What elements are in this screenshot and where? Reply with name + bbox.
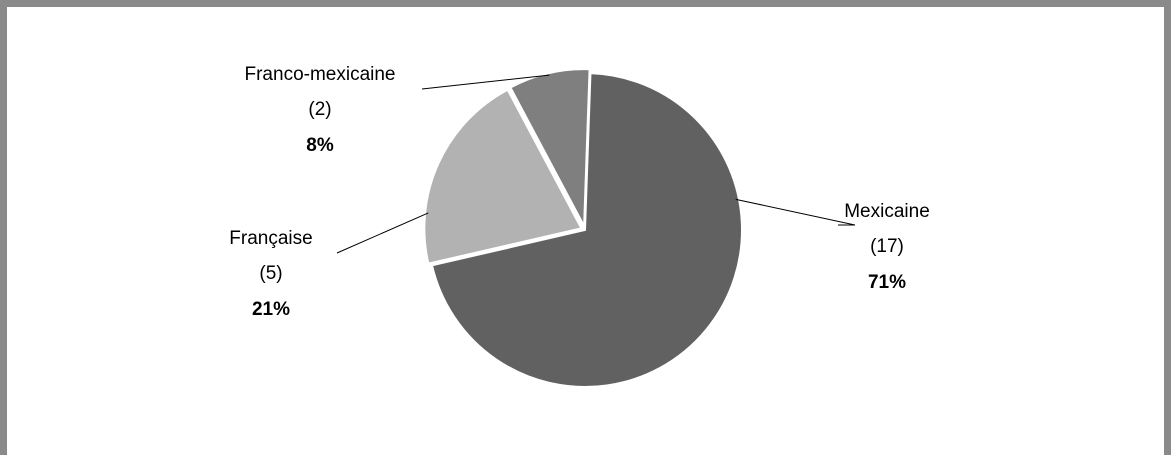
leader-line [735, 198, 856, 226]
leader-line [421, 74, 550, 90]
slice-label-count: (2) [308, 99, 331, 120]
slice-label-percent: 71% [868, 272, 906, 293]
slice-label-percent: 21% [252, 299, 290, 320]
slice-label-name: Française [229, 228, 312, 249]
pie-slice-mexicaine [430, 72, 743, 388]
slice-label-percent: 8% [306, 135, 334, 156]
slice-label-name: Franco-mexicaine [245, 64, 396, 85]
slice-label-count: (5) [259, 263, 282, 284]
slice-label-count: (17) [870, 236, 904, 257]
pie-slice-fran-aise [423, 88, 583, 265]
leader-lines [336, 74, 856, 254]
pie-slices [423, 68, 743, 388]
leader-line [336, 212, 429, 254]
slice-label-name: Mexicaine [844, 201, 930, 222]
pie-slice-franco-mexicaine [509, 68, 591, 230]
